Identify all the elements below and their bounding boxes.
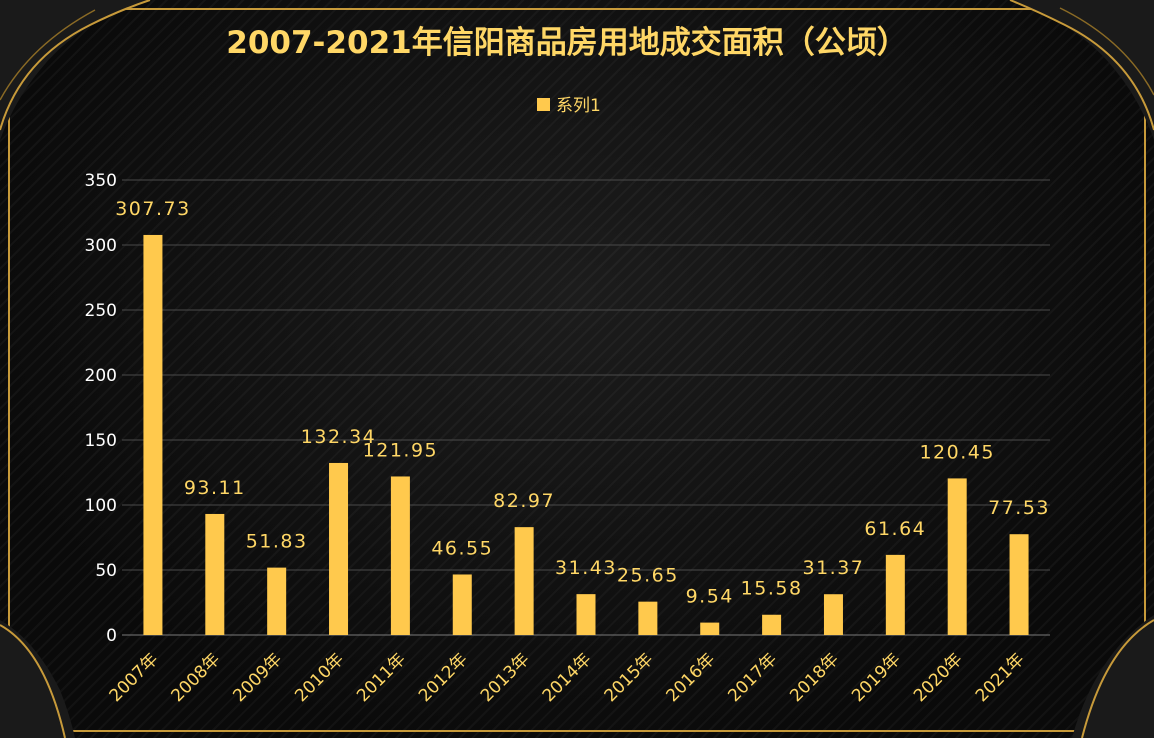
x-tick-label: 2014年 — [539, 649, 596, 706]
data-label: 15.58 — [741, 578, 803, 600]
corner-ornament-top-left — [0, 0, 151, 140]
x-tick-label: 2021年 — [972, 649, 1029, 706]
legend: 系列1 — [537, 96, 601, 116]
data-label: 61.64 — [864, 518, 926, 540]
bar — [823, 594, 843, 635]
bar — [143, 234, 163, 636]
y-tick-label: 50 — [95, 561, 117, 581]
bar — [638, 601, 658, 635]
x-axis: 2007年 2008年 2009年 2010年 2011年 2012年 2013年 2014年… — [106, 649, 1029, 706]
y-tick-label: 100 — [85, 496, 117, 516]
data-label: 25.65 — [617, 565, 679, 587]
x-tick-label: 2016年 — [663, 649, 720, 706]
y-tick-label: 0 — [106, 626, 117, 646]
bar — [576, 594, 596, 635]
data-label: 46.55 — [431, 537, 493, 559]
x-tick-label: 2013年 — [477, 649, 534, 706]
data-label: 93.11 — [184, 477, 246, 499]
data-label: 31.43 — [555, 557, 617, 579]
y-tick-label: 350 — [85, 171, 117, 191]
corner-ornament-top-right — [1009, 0, 1154, 140]
x-tick-label: 2018年 — [786, 649, 843, 706]
legend-swatch — [537, 98, 550, 111]
x-tick-label: 2020年 — [910, 649, 967, 706]
y-tick-label: 150 — [85, 431, 117, 451]
x-tick-label: 2010年 — [291, 649, 348, 706]
corner-ornament-bottom-left — [0, 620, 75, 738]
corner-ornament-bottom-right — [1072, 615, 1154, 738]
data-label: 77.53 — [988, 497, 1050, 519]
data-label: 307.73 — [115, 198, 190, 220]
x-tick-label: 2008年 — [168, 649, 225, 706]
chart-title: 2007-2021年信阳商品房用地成交面积（公顷） — [226, 25, 907, 61]
x-tick-label: 2011年 — [353, 649, 410, 706]
x-tick-label: 2009年 — [229, 649, 286, 706]
data-label: 31.37 — [803, 557, 865, 579]
legend-label: 系列1 — [556, 96, 601, 116]
bar — [452, 574, 472, 635]
x-tick-label: 2017年 — [724, 649, 781, 706]
y-axis: 0 50 100 150 200 250 300 350 — [85, 171, 117, 646]
data-label: 51.83 — [246, 531, 308, 553]
bar — [762, 614, 782, 635]
bar — [329, 462, 349, 635]
data-label: 82.97 — [493, 490, 555, 512]
data-label: 121.95 — [363, 439, 438, 461]
y-tick-label: 200 — [85, 366, 117, 386]
y-tick-label: 300 — [85, 236, 117, 256]
x-tick-label: 2007年 — [106, 649, 163, 706]
bar — [700, 622, 720, 635]
y-tick-label: 250 — [85, 301, 117, 321]
bar — [885, 554, 905, 635]
data-label: 9.54 — [686, 586, 734, 608]
bar — [1009, 534, 1029, 635]
x-tick-label: 2015年 — [601, 649, 658, 706]
data-label: 132.34 — [301, 426, 376, 448]
bar — [947, 478, 967, 635]
bars — [143, 234, 1029, 636]
bar — [390, 476, 410, 635]
bar — [205, 513, 225, 635]
bar — [267, 567, 287, 635]
x-tick-label: 2019年 — [848, 649, 905, 706]
bar — [514, 527, 534, 635]
x-tick-label: 2012年 — [415, 649, 472, 706]
data-label: 120.45 — [919, 441, 994, 463]
